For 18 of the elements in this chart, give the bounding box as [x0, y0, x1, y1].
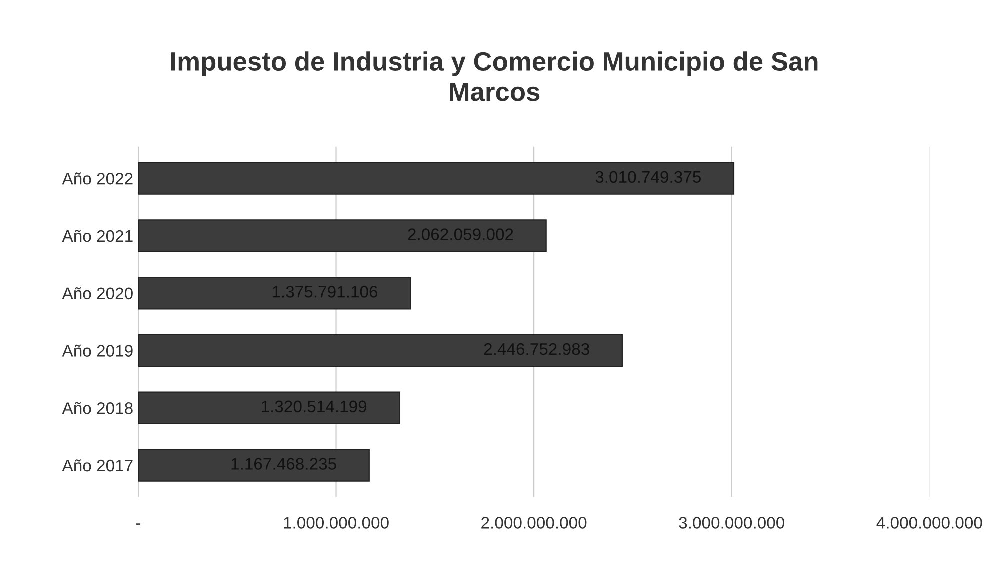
x-tick-label: -: [136, 524, 140, 525]
y-tick-label: Año 2020: [62, 287, 133, 300]
y-tick-label: Año 2018: [62, 402, 133, 414]
bar: [138, 392, 400, 424]
x-tick-label: 4.000.000.000: [876, 517, 982, 529]
y-tick-label: Año 2022: [62, 172, 133, 185]
bar: [138, 162, 735, 195]
y-tick-label: Año 2017: [62, 460, 133, 472]
chart-title: Impuesto de Industria y Comercio Municipio de San Marcos: [172, 52, 818, 102]
bar: [138, 449, 370, 482]
bar: [138, 220, 547, 252]
x-tick-label: 3.000.000.000: [679, 517, 785, 529]
y-tick-label: Año 2021: [62, 230, 133, 242]
bar: [138, 277, 412, 310]
x-tick-label: 2.000.000.000: [482, 517, 587, 529]
y-tick-label: Año 2019: [62, 344, 133, 357]
bar: [138, 334, 623, 368]
x-tick-label: 1.000.000.000: [284, 517, 389, 529]
